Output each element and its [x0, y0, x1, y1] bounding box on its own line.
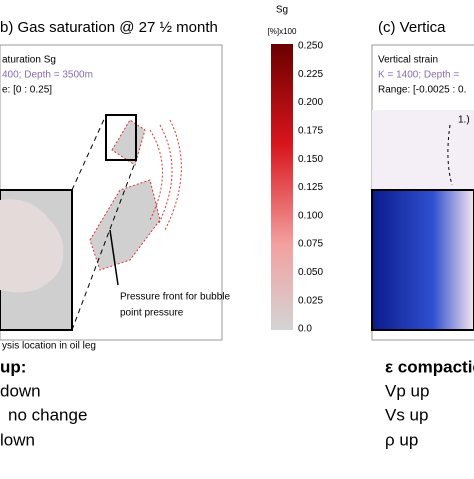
arrow — [109, 229, 119, 286]
colorbar-tick-label: 0.150 — [298, 154, 323, 165]
colorbar-unit: [%]x100 — [268, 27, 297, 36]
strain-field — [372, 110, 474, 190]
list-item: Vs up — [385, 405, 428, 424]
info: Range: [-0.0025 : 0. — [378, 85, 466, 96]
colorbar-tick-label: 0.0 — [298, 324, 312, 335]
list-item: Vp up — [385, 381, 429, 400]
colorbar-tick-label: 0.175 — [298, 126, 323, 137]
list-item: no change — [8, 405, 87, 424]
colorbar-tick-label: 0.075 — [298, 239, 323, 250]
colorbar-tick-label: 0.025 — [298, 295, 323, 306]
zoom-line — [447, 124, 453, 186]
list-heading: up: — [0, 357, 26, 376]
annotation: point pressure — [120, 308, 184, 319]
inset-area — [0, 199, 64, 293]
marker: 1.) — [458, 115, 470, 126]
colorbar — [271, 44, 293, 330]
list-item: lown — [0, 430, 35, 449]
zoom-line — [71, 114, 107, 191]
colorbar-tick-label: 0.200 — [298, 97, 323, 108]
colorbar-tick-label: 0.225 — [298, 69, 323, 80]
colorbar-tick-label: 0.050 — [298, 267, 323, 278]
plume — [89, 179, 161, 271]
list-item: ρ up — [385, 430, 418, 449]
colorbar-tick-label: 0.250 — [298, 41, 323, 52]
annotation: Pressure front for bubble — [120, 292, 230, 303]
list-heading: ε compactio — [385, 357, 474, 376]
colorbar-title: Sg — [276, 5, 288, 16]
caption: ysis location in oil leg — [2, 341, 96, 352]
zoom-line — [71, 159, 137, 331]
colorbar-tick-label: 0.100 — [298, 210, 323, 221]
inset — [371, 189, 474, 331]
zoom-box — [105, 114, 137, 161]
info: K = 1400; Depth = — [378, 70, 459, 81]
info: aturation Sg — [2, 55, 56, 66]
info: 400; Depth = 3500m — [2, 70, 93, 81]
panel-title: b) Gas saturation @ 27 ½ month — [0, 19, 218, 36]
front — [149, 119, 182, 231]
list-item: down — [0, 381, 41, 400]
panel-title: (c) Vertica — [378, 19, 446, 36]
info: Vertical strain — [378, 55, 438, 66]
info: e: [0 : 0.25] — [2, 85, 52, 96]
colorbar-tick-label: 0.125 — [298, 182, 323, 193]
